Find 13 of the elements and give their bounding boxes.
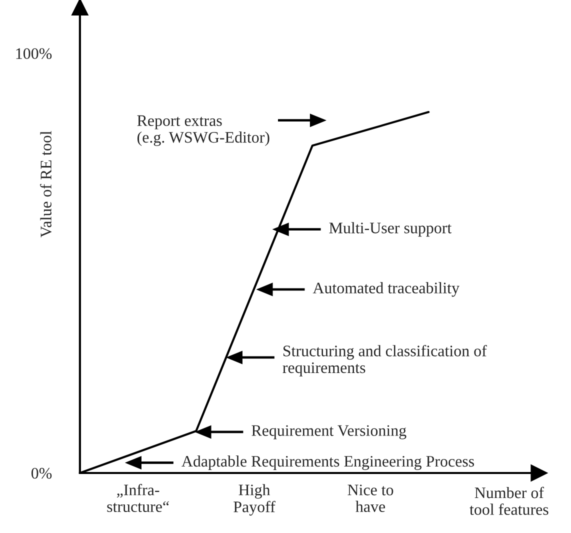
annotation: Report extras (e.g. WSWG-Editor) (137, 115, 270, 146)
y-axis-title: Value of RE tool (40, 131, 52, 238)
y-tick-label: 100% (16, 48, 52, 60)
text: Nice to have (348, 484, 394, 512)
text: „Infra- structure“ (107, 484, 169, 512)
annotation: Automated traceability (312, 282, 460, 297)
x-axis-title: Number of tool features (470, 486, 548, 515)
y-tick-label: 0% (31, 468, 52, 479)
annotation: Multi-User support (329, 222, 452, 237)
annotation: Structuring and classification of requirements (282, 344, 487, 376)
annotation: Adaptable Requirements Engineering Process (182, 455, 474, 470)
text: High Payoff (234, 484, 276, 516)
annotation: Requirement Versioning (252, 425, 406, 440)
